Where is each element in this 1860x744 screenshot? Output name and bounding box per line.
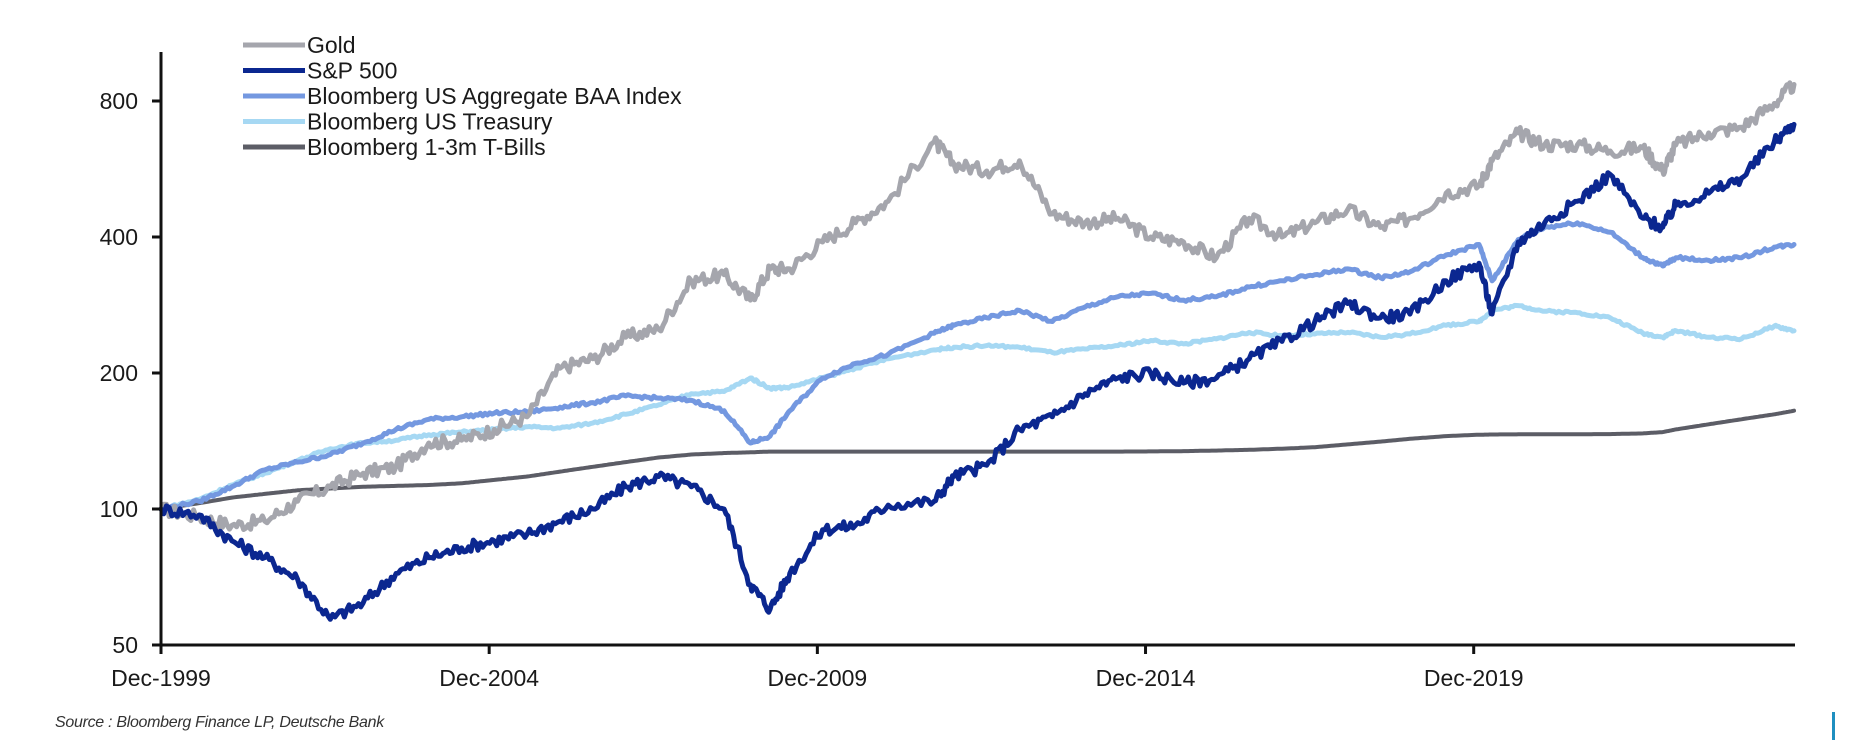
x-tick-label: Dec-2019: [1424, 665, 1524, 691]
x-tick-label: Dec-2009: [767, 665, 867, 691]
x-tick-label: Dec-2004: [439, 665, 539, 691]
x-tick-label: Dec-2014: [1096, 665, 1196, 691]
series-line-bloomberg-us-treasury: [158, 302, 1797, 512]
legend-label: Bloomberg 1-3m T-Bills: [307, 134, 546, 160]
corner-accent-mark: [1832, 712, 1835, 740]
y-ticks: 50 100 200 400 800: [100, 88, 161, 658]
legend-label: Bloomberg US Aggregate BAA Index: [307, 83, 682, 109]
y-tick-label: 400: [100, 224, 138, 250]
y-tick-label: 50: [112, 632, 138, 658]
series-line-bloomberg-us-aggregate-baa-index: [158, 220, 1797, 512]
y-tick-label: 200: [100, 360, 138, 386]
series-line-gold: [158, 80, 1797, 532]
series-lines: [158, 80, 1797, 622]
x-ticks: Dec-1999 Dec-2004 Dec-2009 Dec-2014 Dec-2019: [111, 645, 1524, 691]
y-tick-label: 800: [100, 88, 138, 114]
axes: [159, 52, 1795, 647]
y-tick-label: 100: [100, 496, 138, 522]
source-note: Source : Bloomberg Finance LP, Deutsche …: [55, 714, 384, 731]
x-tick-label: Dec-1999: [111, 665, 211, 691]
series-line-s-p-500: [158, 121, 1797, 622]
legend-label: Bloomberg US Treasury: [307, 109, 553, 135]
legend-label: S&P 500: [307, 58, 397, 84]
legend-label: Gold: [307, 32, 356, 58]
